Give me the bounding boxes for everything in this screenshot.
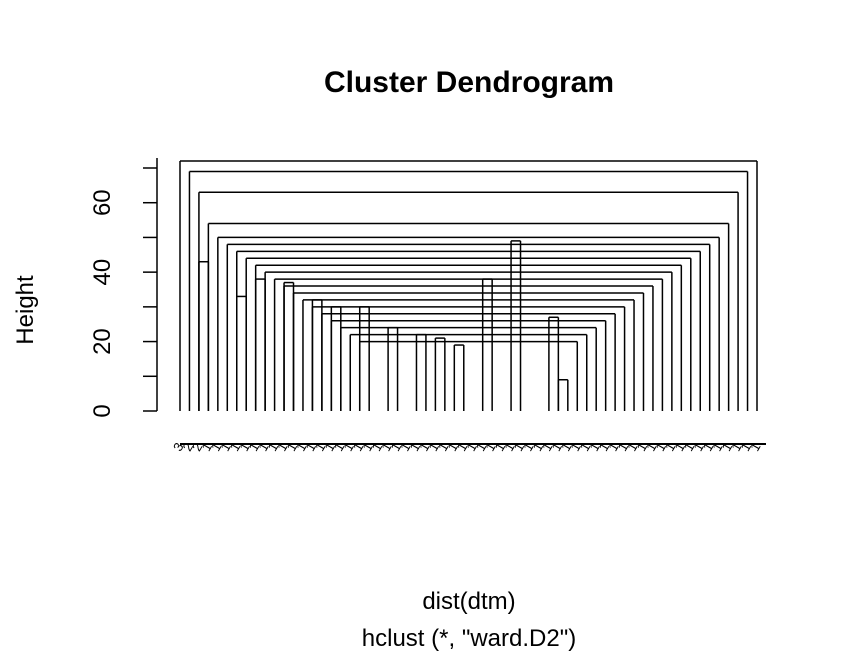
- subtitle: hclust (*, "ward.D2"): [362, 625, 576, 652]
- dendrogram-tree: [179, 160, 758, 411]
- y-tick-label: 60: [89, 189, 116, 216]
- y-axis: 0 20 40 60: [89, 158, 158, 418]
- chart-title: Cluster Dendrogram: [324, 66, 614, 99]
- y-axis-label: Height: [12, 275, 39, 345]
- y-tick-label: 40: [89, 259, 116, 286]
- leaf-labels: 3221111111111111111111111111111111111111…: [170, 440, 766, 454]
- y-tick-label: 20: [89, 328, 116, 355]
- x-axis-label: dist(dtm): [422, 588, 515, 615]
- y-tick-label: 0: [89, 404, 116, 417]
